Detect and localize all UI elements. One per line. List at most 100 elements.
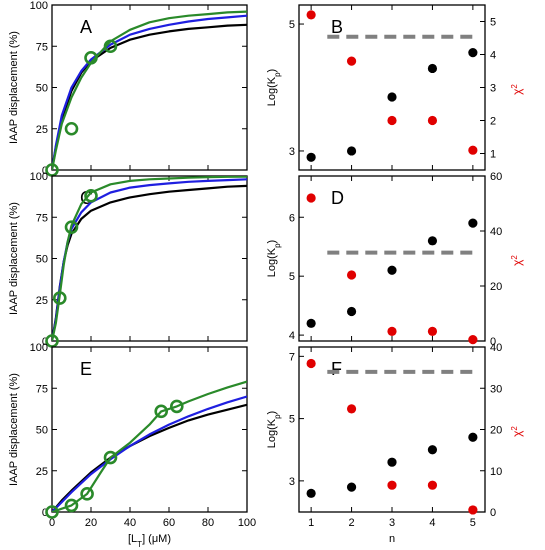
chi2-point	[468, 145, 478, 155]
fit-curve-green	[52, 380, 247, 512]
y2-axis-label: χ2	[510, 84, 525, 95]
y-tick-label: 5	[289, 271, 295, 283]
y2-tick-label: 20	[490, 425, 502, 437]
chi2-point	[306, 358, 316, 369]
x-tick-label: 4	[429, 517, 435, 529]
y-tick-label: 4	[289, 330, 295, 342]
x-tick-label: 5	[470, 517, 476, 529]
y2-tick-label: 40	[490, 342, 502, 354]
panel-letter: F	[331, 359, 342, 379]
panel-d: 4 5 6 Log(Kp) D 0 20 40 60 χ2	[266, 171, 524, 348]
fit-curve-black	[52, 184, 247, 341]
y-axis-label-close: )	[266, 69, 278, 73]
logk-point	[468, 47, 478, 58]
y-tick-label: 100	[30, 0, 48, 12]
y-axis-label-sub: p	[273, 243, 282, 248]
data-point	[52, 291, 67, 305]
panel-b: 3 5 Log(Kp) B 1 2 3 4 5 χ2	[266, 4, 525, 171]
y2-tick-label: 4	[490, 50, 496, 62]
y-axis-label: IAAP displacement (%)	[8, 31, 20, 144]
chi2-point	[427, 326, 438, 336]
y-tick-label: 75	[36, 212, 48, 224]
y-tick-label: 25	[36, 466, 48, 478]
chi2-point	[427, 480, 438, 490]
chi2-point	[468, 505, 478, 515]
y-tick-label: 75	[36, 383, 48, 395]
logk-point	[387, 265, 397, 275]
data-point	[80, 487, 94, 501]
x-axis-label-tail: ] (μM)	[142, 533, 171, 545]
y-tick-label: 100	[30, 171, 48, 183]
x-tick-label: 2	[349, 517, 355, 529]
panel-letter: E	[80, 359, 92, 379]
x-tick-label: 80	[202, 517, 214, 529]
y-tick-label: 25	[36, 295, 48, 307]
data-point	[64, 220, 79, 234]
y-tick-label: 6	[289, 212, 295, 224]
panel-letter: A	[80, 17, 92, 37]
data-point	[103, 39, 118, 54]
chi2-point	[387, 115, 397, 126]
logk-point	[387, 92, 397, 102]
y-axis-label-close: )	[266, 240, 278, 244]
logk-point	[468, 218, 478, 228]
y2-axis-label-sup: 2	[510, 255, 519, 260]
logk-point	[306, 318, 316, 328]
y-tick-label: 3	[289, 146, 295, 158]
chi2-point	[387, 480, 397, 490]
chi2-point	[346, 270, 357, 280]
chi2-point	[387, 326, 397, 336]
data-point	[154, 404, 168, 419]
chi2-point	[306, 193, 316, 203]
y-tick-label: 50	[36, 425, 48, 437]
y2-tick-label: 1	[490, 149, 496, 161]
x-tick-label: 40	[124, 517, 136, 529]
fit-curve-black	[52, 23, 247, 170]
logk-point	[427, 236, 438, 246]
panel-e: 0 20 40 60 80 100 0 25 50 75 100 IAAP displacement …	[8, 342, 256, 549]
y-axis-label: Log(Kp)	[266, 240, 282, 277]
y-tick-label: 50	[36, 254, 48, 266]
logk-point	[427, 63, 438, 74]
x-tick-label: 0	[49, 517, 55, 529]
y-axis-label-close: )	[266, 411, 278, 415]
x-tick-label: 1	[308, 517, 314, 529]
logk-point	[306, 152, 316, 162]
y-tick-label: 3	[289, 476, 295, 488]
y2-tick-label: 60	[490, 171, 502, 183]
y2-tick-label: 3	[490, 83, 496, 95]
y-axis-label-sub: p	[273, 414, 282, 419]
x-axis-label: n	[389, 533, 395, 545]
x-axis-label-sub: T	[137, 540, 142, 549]
panel-letter: B	[331, 17, 343, 37]
panel-letter: D	[331, 188, 344, 208]
y-tick-label: 0	[42, 165, 48, 177]
y-tick-label: 7	[289, 351, 295, 363]
data-point	[64, 121, 79, 136]
y-axis-label: IAAP displacement (%)	[8, 202, 20, 315]
chi2-point	[306, 10, 316, 20]
y2-tick-label: 0	[490, 507, 496, 519]
logk-point	[468, 432, 478, 442]
y2-axis-label-sup: 2	[510, 426, 519, 431]
y2-tick-label: 10	[490, 466, 502, 478]
y2-tick-label: 40	[490, 226, 502, 238]
y-tick-label: 50	[36, 83, 48, 95]
y-tick-label: 5	[289, 414, 295, 426]
y2-tick-label: 2	[490, 116, 496, 128]
logk-point	[346, 306, 357, 317]
y2-tick-label: 5	[490, 17, 496, 29]
logk-point	[427, 445, 438, 455]
chi2-point	[427, 115, 438, 126]
fit-curve-blue	[52, 395, 247, 512]
fit-curve-green	[52, 176, 247, 341]
y-axis-label-sub: p	[273, 72, 282, 77]
panel-a: 0 25 50 75 100 IAAP displacement (%) A	[8, 0, 248, 177]
x-tick-label: 20	[85, 517, 97, 529]
chi2-point	[468, 335, 478, 345]
data-point	[64, 498, 79, 513]
panel-f: 1 2 3 4 5 3 5 7 Log(Kp) n F 0 10 20 30 40 χ2	[266, 342, 524, 545]
y-tick-label: 0	[42, 507, 48, 519]
